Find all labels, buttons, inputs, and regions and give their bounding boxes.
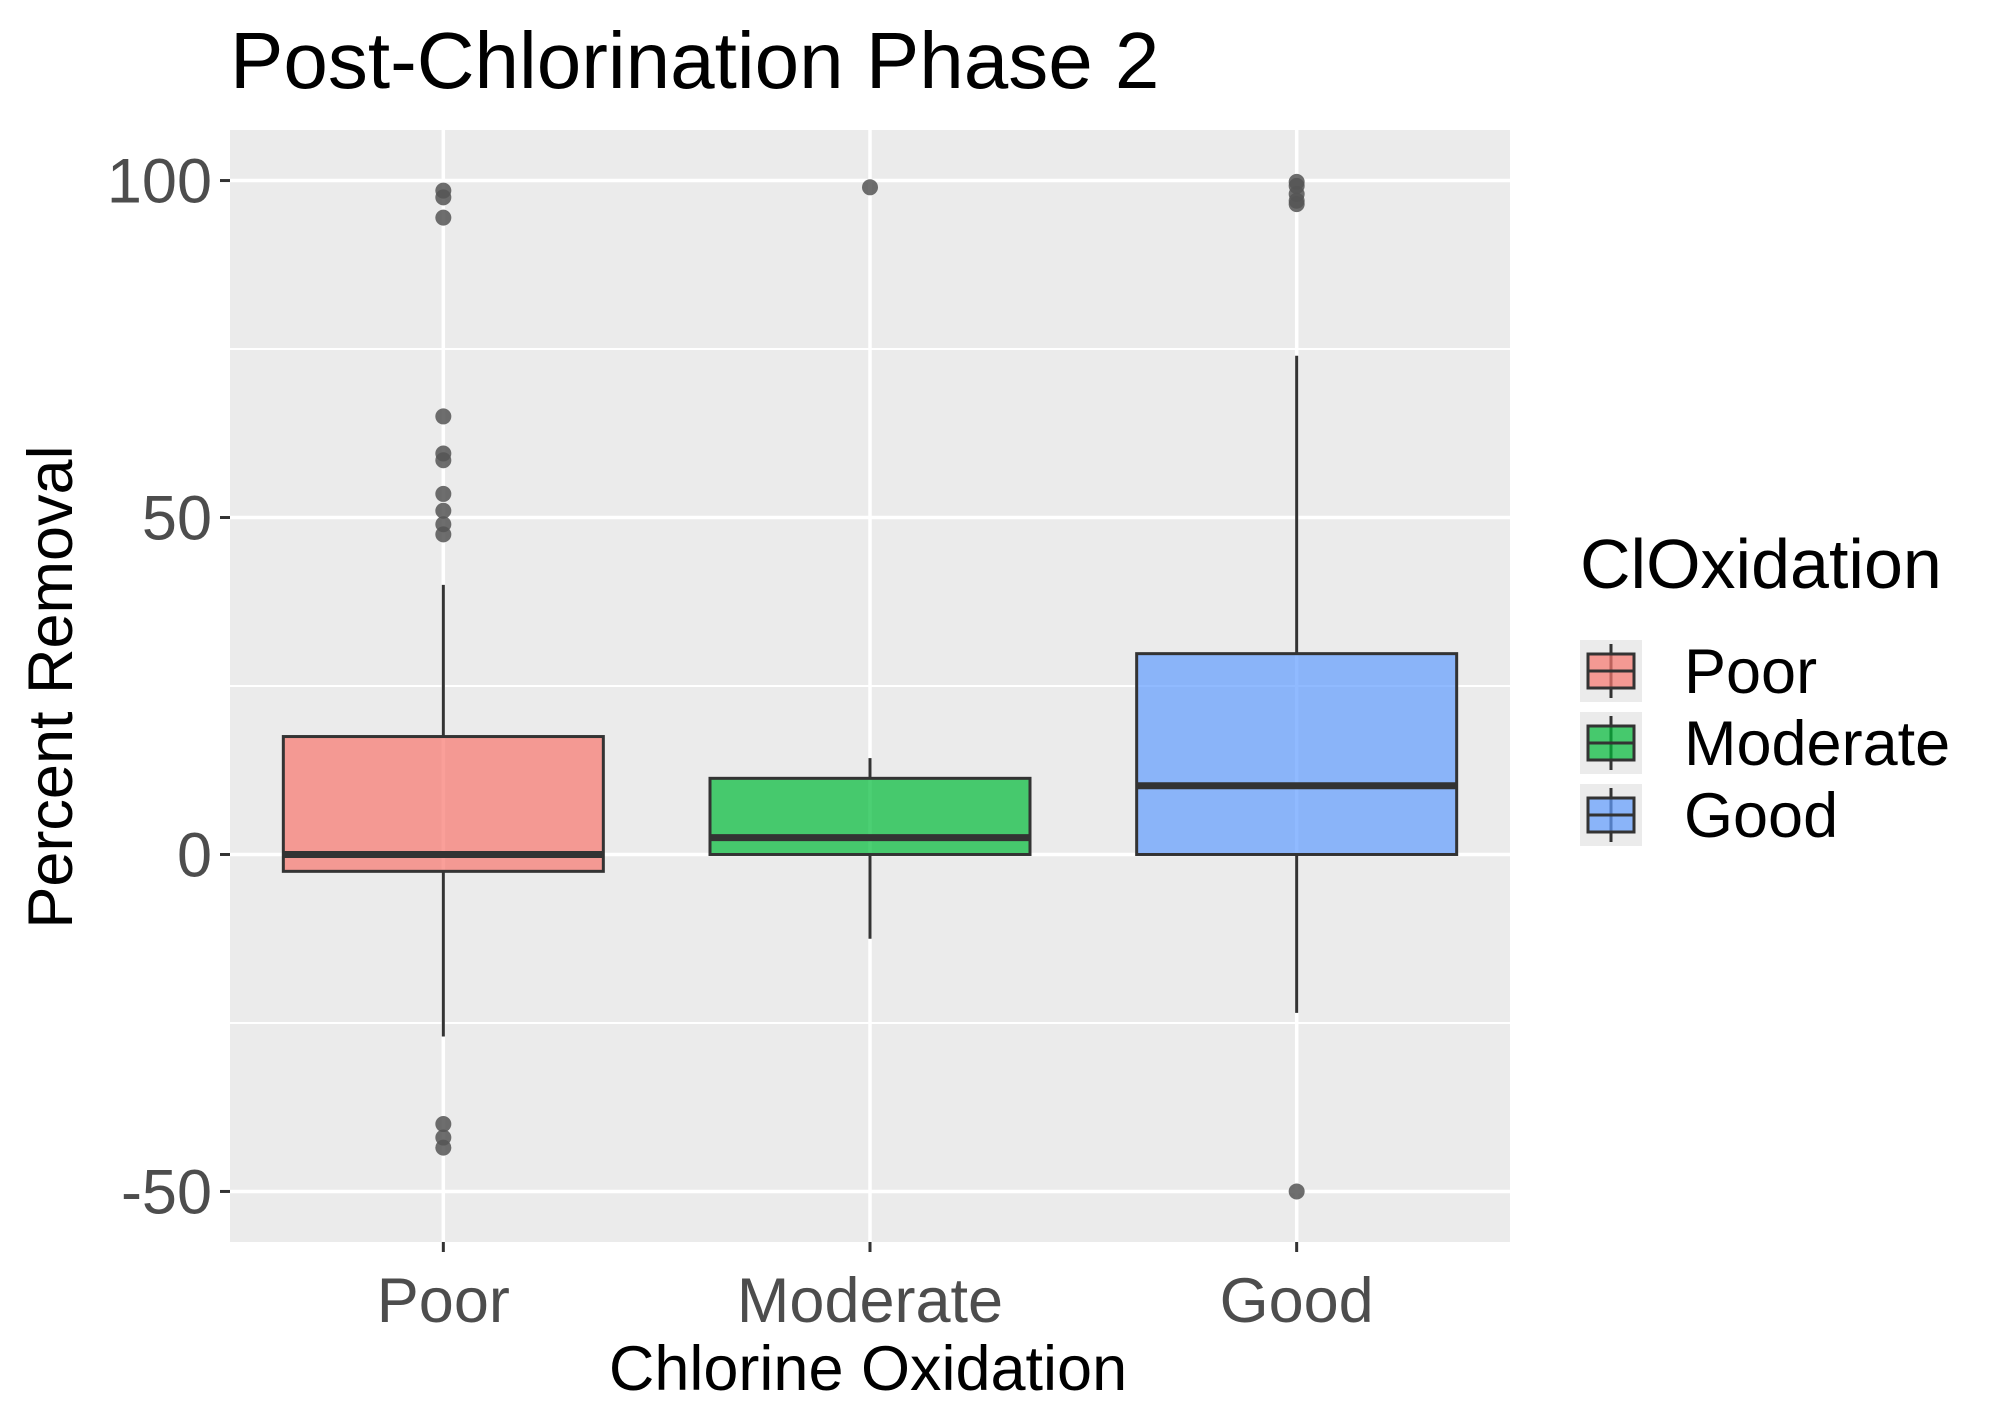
box-good — [1135, 355, 1459, 1013]
outlier-point — [862, 179, 878, 196]
y-axis-title: Percent Removal — [16, 445, 86, 928]
legend-label: Poor — [1684, 637, 1817, 707]
legend-title: ClOxidation — [1580, 525, 1942, 603]
outlier-point — [435, 189, 452, 206]
y-tick-label: 50 — [142, 484, 212, 554]
outlier-point — [435, 209, 452, 226]
box-iqr — [1135, 652, 1459, 856]
box-iqr — [708, 776, 1032, 856]
outlier-point — [435, 452, 452, 469]
y-tick-label: 0 — [177, 820, 212, 890]
legend-item-poor: Poor — [1580, 637, 1817, 707]
y-tick-label: -50 — [121, 1157, 212, 1227]
box-moderate — [708, 758, 1032, 939]
outlier-point — [1288, 196, 1305, 213]
outlier-point — [435, 1116, 452, 1133]
x-tick-label: Poor — [377, 1266, 510, 1336]
legend-item-moderate: Moderate — [1580, 709, 1950, 779]
chart-title: Post-Chlorination Phase 2 — [230, 16, 1159, 105]
x-tick-label: Good — [1220, 1266, 1374, 1336]
box-layer — [281, 355, 1459, 1037]
box-poor — [281, 584, 605, 1037]
x-tick-label: Moderate — [737, 1266, 1003, 1336]
outlier-layer — [435, 173, 1305, 1200]
x-axis-title: Chlorine Oxidation — [609, 1334, 1127, 1404]
outlier-point — [435, 526, 452, 543]
legend-item-good: Good — [1580, 781, 1838, 851]
box-iqr — [281, 735, 605, 873]
axes: -50 0 50 100 Poor Moderate Good — [107, 147, 1374, 1336]
y-tick-label: 100 — [107, 147, 212, 217]
legend-label: Good — [1684, 781, 1838, 851]
outlier-point — [435, 408, 452, 425]
outlier-point — [435, 1139, 452, 1156]
outlier-point — [1288, 1183, 1305, 1200]
outlier-point — [435, 502, 452, 519]
outlier-point — [435, 485, 452, 502]
legend-label: Moderate — [1684, 709, 1950, 779]
